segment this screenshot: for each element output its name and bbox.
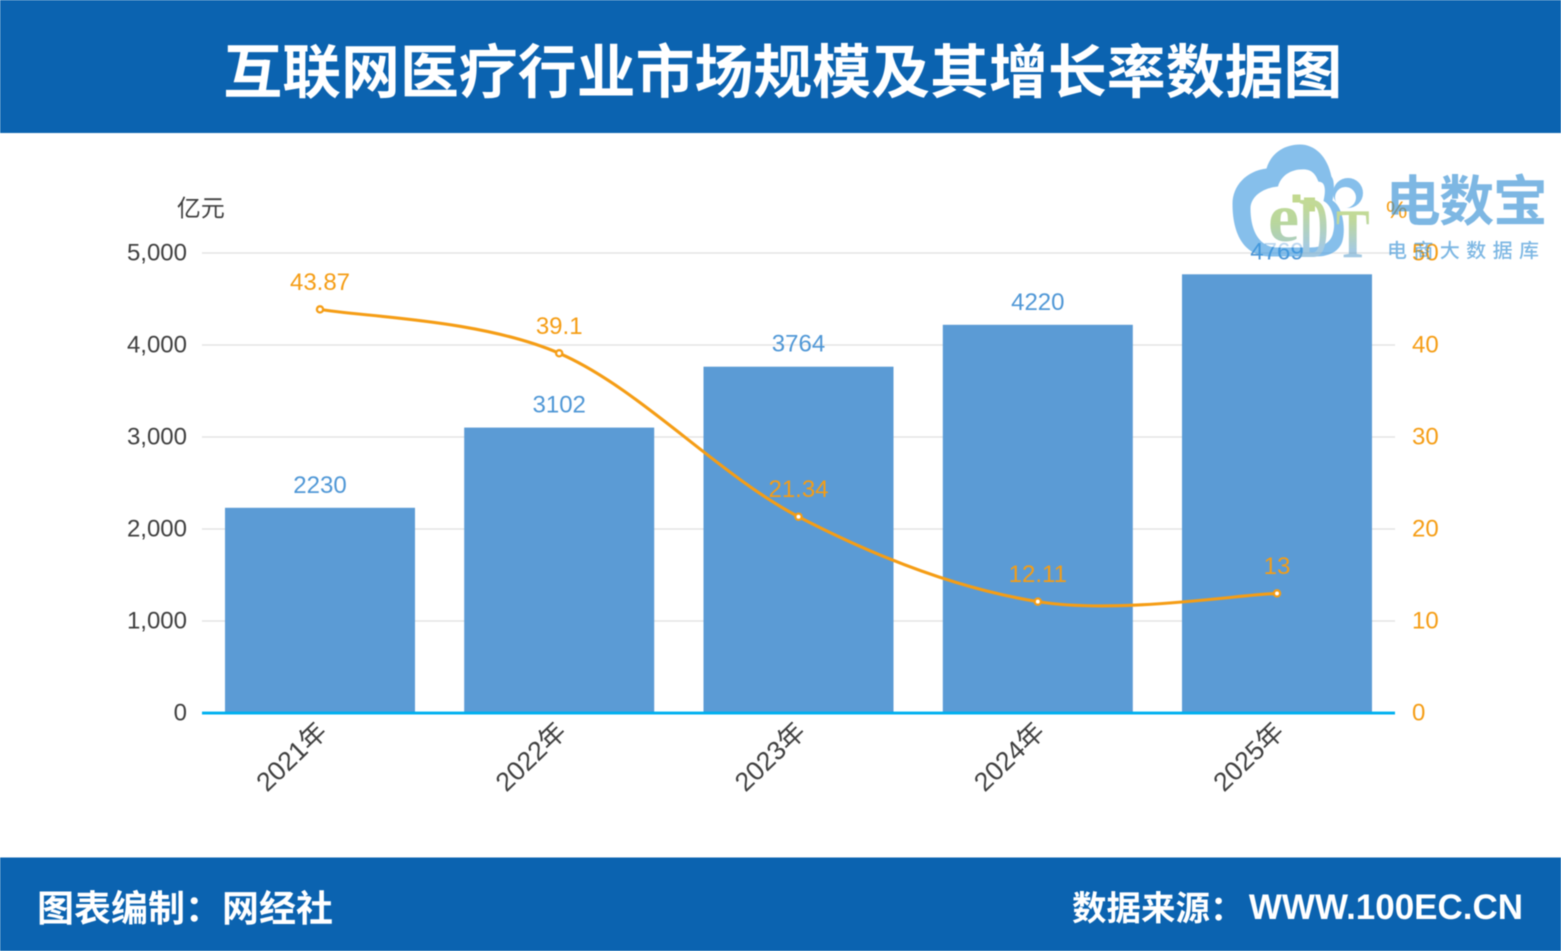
svg-text:3764: 3764 bbox=[772, 331, 825, 358]
svg-text:2,000: 2,000 bbox=[127, 516, 187, 543]
svg-text:4,000: 4,000 bbox=[127, 332, 187, 359]
svg-text:e: e bbox=[1268, 180, 1299, 257]
svg-text:10: 10 bbox=[1412, 608, 1439, 635]
svg-text:0: 0 bbox=[1412, 700, 1425, 727]
svg-text:39.1: 39.1 bbox=[536, 313, 583, 340]
svg-text:21.34: 21.34 bbox=[768, 476, 828, 503]
svg-text:T: T bbox=[1336, 196, 1370, 273]
svg-text:20: 20 bbox=[1412, 516, 1439, 543]
svg-text:43.87: 43.87 bbox=[290, 269, 350, 296]
svg-text:3,000: 3,000 bbox=[127, 424, 187, 451]
svg-text:30: 30 bbox=[1412, 424, 1439, 451]
svg-text:D: D bbox=[1299, 179, 1329, 276]
svg-text:3102: 3102 bbox=[533, 392, 586, 419]
svg-text:WWW.100EC.CN: WWW.100EC.CN bbox=[1249, 888, 1523, 927]
svg-text:0: 0 bbox=[174, 700, 187, 727]
svg-text:13: 13 bbox=[1264, 553, 1291, 580]
svg-text:5,000: 5,000 bbox=[127, 240, 187, 267]
svg-text:2230: 2230 bbox=[293, 472, 346, 499]
svg-text:1,000: 1,000 bbox=[127, 608, 187, 635]
svg-text:40: 40 bbox=[1412, 332, 1439, 359]
svg-text:12.11: 12.11 bbox=[1009, 561, 1067, 588]
svg-text:4220: 4220 bbox=[1011, 289, 1064, 316]
